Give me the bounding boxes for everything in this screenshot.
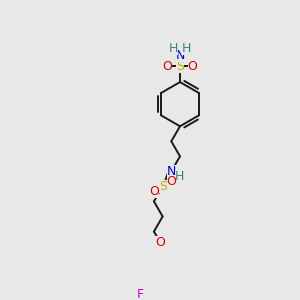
Text: S: S	[159, 180, 167, 193]
Text: O: O	[167, 175, 176, 188]
Text: N: N	[167, 165, 176, 178]
Text: N: N	[175, 49, 185, 62]
Text: O: O	[188, 60, 198, 73]
Text: O: O	[155, 236, 165, 248]
Text: H: H	[169, 42, 178, 56]
Text: S: S	[176, 60, 184, 73]
Text: O: O	[162, 60, 172, 73]
Text: O: O	[149, 185, 159, 198]
Text: H: H	[175, 169, 184, 183]
Text: H: H	[182, 42, 191, 56]
Text: F: F	[137, 288, 144, 300]
